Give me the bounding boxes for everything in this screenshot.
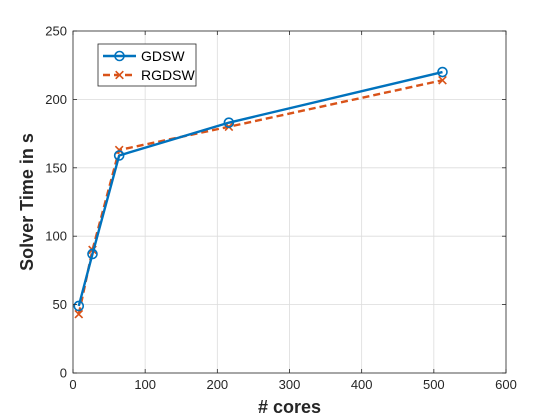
legend: GDSW RGDSW [97,43,197,87]
y-axis-title: Solver Time in s [17,133,37,271]
gdsw-point [113,150,125,161]
x-tick-label: 600 [495,377,517,392]
rgdsw-point [438,75,447,85]
legend-label-gdsw: GDSW [141,48,185,64]
legend-label-rgdsw: RGDSW [141,67,195,83]
x-tick-label: 100 [134,377,156,392]
axis-ticks [72,30,507,374]
y-tick-label: 150 [45,160,67,175]
gdsw-line [77,70,443,307]
y-tick-label: 100 [45,229,67,244]
rgdsw-point [114,145,124,155]
tick-labels: 0 100 200 300 400 500 600 0 50 100 150 200 250 [45,24,517,393]
rgdsw-point [74,309,84,319]
y-tick-label: 250 [45,24,67,39]
legend-marker-rgdsw [115,70,124,80]
legend-box [97,43,197,87]
legend-marker-gdsw [114,50,125,62]
gdsw-point [73,300,85,312]
x-tick-label: 500 [423,377,445,392]
x-tick-label: 400 [351,377,373,392]
x-tick-label: 0 [69,377,76,392]
gdsw-point [87,248,98,260]
series-layer [73,66,448,319]
x-tick-label: 200 [206,377,228,392]
y-tick-label: 200 [45,92,67,107]
gdsw-point [437,66,448,78]
gdsw-point [223,117,235,128]
y-tick-label: 0 [60,366,67,381]
series-gdsw [73,66,448,312]
x-axis-title: # cores [258,397,321,417]
y-tick-label: 50 [53,297,67,312]
x-tick-label: 300 [279,377,301,392]
